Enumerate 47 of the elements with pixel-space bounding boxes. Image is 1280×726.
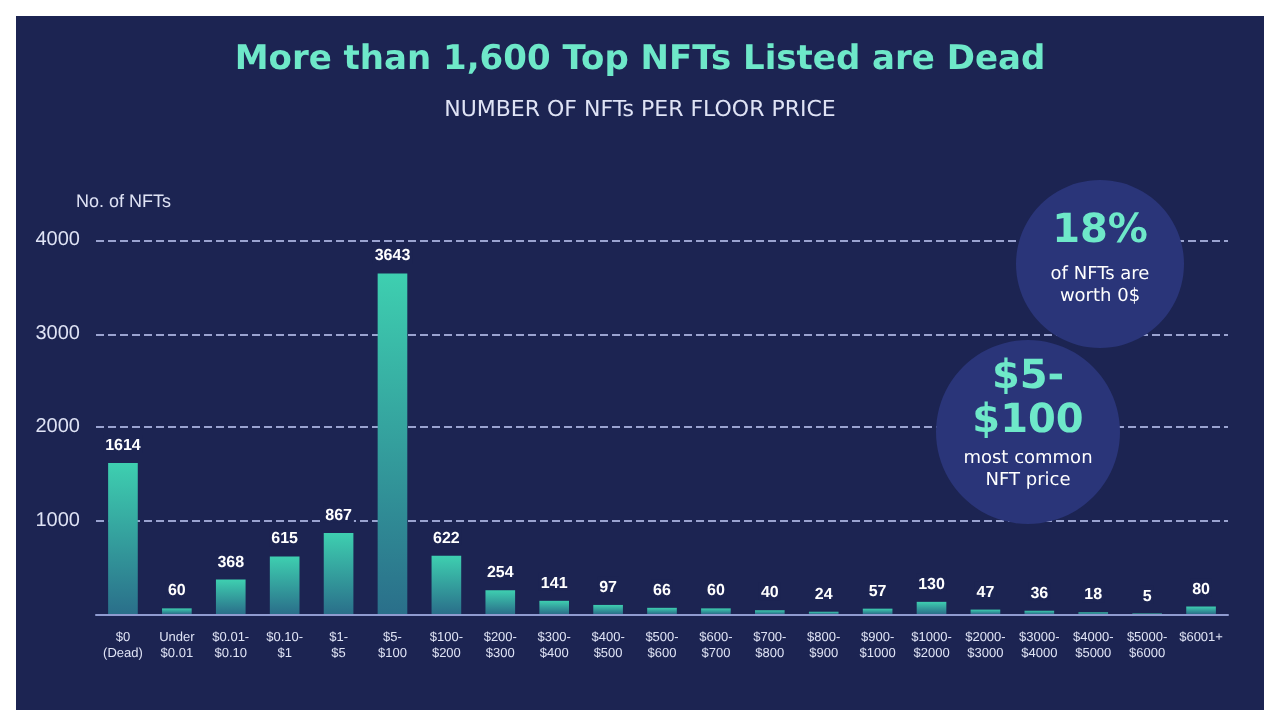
data-label: 867 [325, 505, 354, 524]
data-label: 5 [1142, 586, 1153, 605]
data-label: 24 [814, 584, 834, 603]
data-label: 254 [486, 563, 515, 582]
bar [862, 608, 893, 614]
data-label: 60 [707, 581, 726, 600]
bar [539, 600, 570, 614]
bar [1186, 606, 1216, 614]
data-label: 36 [1030, 583, 1050, 602]
bar [215, 579, 246, 614]
bar [593, 604, 623, 614]
bar [162, 608, 192, 614]
annotation: most common NFT price [963, 449, 1093, 491]
bar [269, 556, 300, 614]
y-tick-label: 1000 [35, 509, 81, 532]
bar [647, 607, 677, 614]
bar [485, 590, 516, 614]
data-label: 40 [760, 583, 780, 602]
data-label: 615 [271, 529, 300, 548]
annotation: of NFTs are worth 0$ [1050, 265, 1151, 307]
data-label: 368 [217, 552, 246, 571]
bar [108, 463, 138, 614]
data-label: 141 [540, 573, 569, 592]
annotation: 18% [1052, 204, 1148, 252]
bar [377, 273, 408, 614]
bar [701, 608, 731, 614]
data-label: 97 [599, 577, 619, 596]
data-label: 47 [976, 582, 996, 601]
data-label: 622 [433, 528, 461, 547]
data-label: 1614 [105, 436, 142, 455]
chart-subtitle: NUMBER OF NFTs PER FLOOR PRICE [444, 96, 836, 122]
data-label: 66 [653, 580, 672, 599]
y-tick-label: 4000 [35, 229, 81, 251]
annotation: $5- $100 [972, 350, 1084, 442]
data-label: 18 [1084, 585, 1104, 604]
bar [323, 532, 354, 614]
data-label: 60 [167, 581, 187, 600]
y-tick-label: 2000 [35, 416, 81, 438]
y-axis-title: No. of NFTs [76, 191, 173, 211]
y-tick-label: 3000 [35, 322, 81, 345]
chart-title: More than 1,600 Top NFTs Listed are Dead [234, 39, 1046, 79]
data-label: 130 [918, 574, 946, 593]
bar [431, 555, 462, 614]
data-label: 3643 [374, 246, 412, 265]
data-label: 57 [868, 581, 888, 600]
bar [916, 601, 947, 614]
data-label: 80 [1192, 579, 1212, 598]
